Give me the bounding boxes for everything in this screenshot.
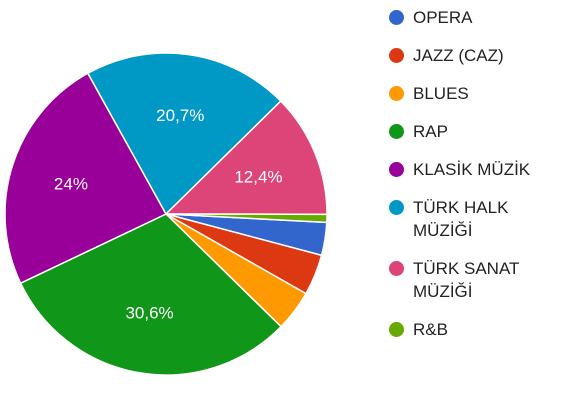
pie-slice-rap xyxy=(19,213,283,376)
pie-slice-label-klasi-k-m-zi-k: 24% xyxy=(54,175,88,194)
legend-item-turk-halk-muzigi: TÜRK HALK MÜZİĞİ xyxy=(386,196,523,242)
legend-item-rnb: R&B xyxy=(386,318,574,341)
legend-swatch-opera xyxy=(389,10,404,25)
legend-label-blues: BLUES xyxy=(413,84,469,103)
legend-item-turk-sanat-muzigi: TÜRK SANAT MÜZİĞİ xyxy=(386,257,543,303)
legend-label-turk-halk-muzigi: TÜRK HALK MÜZİĞİ xyxy=(413,198,509,240)
pie-slice-label-t-rk-sanat-m-zi-i: 12,4% xyxy=(234,167,282,186)
legend-swatch-turk-sanat-muzigi xyxy=(389,261,404,276)
pie-slice-t-rk-halk-m-zi-i xyxy=(86,52,282,216)
pie-slice-t-rk-sanat-m-zi-i xyxy=(164,100,328,216)
legend-swatch-rap xyxy=(389,124,404,139)
legend-swatch-blues xyxy=(389,86,404,101)
legend-item-klasik-muzik: KLASİK MÜZİK xyxy=(386,158,574,181)
legend-label-klasik-muzik: KLASİK MÜZİK xyxy=(413,160,531,179)
legend-item-jazz: JAZZ (CAZ) xyxy=(386,44,574,67)
legend-label-opera: OPERA xyxy=(413,8,473,27)
legend-item-opera: OPERA xyxy=(386,6,574,29)
pie-slice-label-t-rk-halk-m-zi-i: 20,7% xyxy=(156,106,204,125)
chart-legend: OPERA JAZZ (CAZ) BLUES RAP KLASİK MÜZİK … xyxy=(386,6,574,356)
legend-swatch-jazz xyxy=(389,48,404,63)
legend-swatch-turk-halk-muzigi xyxy=(389,200,404,215)
legend-label-rap: RAP xyxy=(413,122,448,141)
pie-slice-r-b xyxy=(165,213,328,224)
pie-slice-klasi-k-m-zi-k xyxy=(4,72,168,285)
legend-label-turk-sanat-muzigi: TÜRK SANAT MÜZİĞİ xyxy=(413,259,520,301)
legend-label-rnb: R&B xyxy=(413,320,448,339)
pie-slice-label-rap: 30,6% xyxy=(125,303,173,322)
legend-item-rap: RAP xyxy=(386,120,574,143)
legend-item-blues: BLUES xyxy=(386,82,574,105)
legend-label-jazz: JAZZ (CAZ) xyxy=(413,46,504,65)
legend-swatch-rnb xyxy=(389,322,404,337)
legend-swatch-klasik-muzik xyxy=(389,162,404,177)
